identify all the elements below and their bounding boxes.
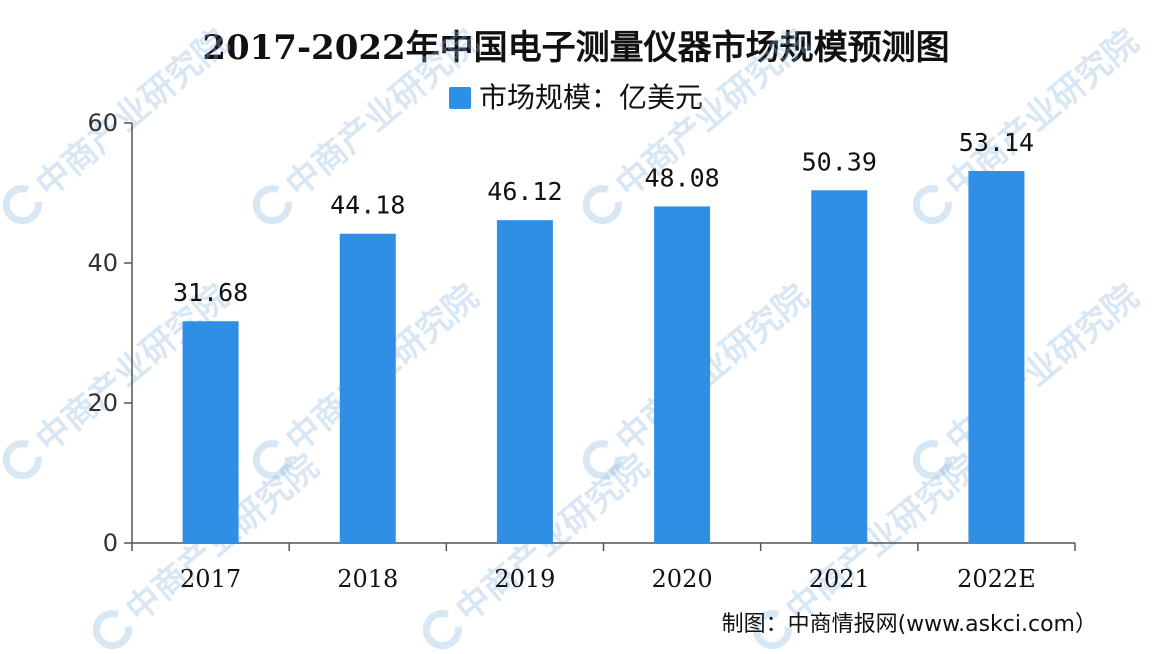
watermark-logo-icon <box>582 185 622 225</box>
data-label: 48.08 <box>644 163 719 192</box>
watermark: 中商产业研究院 <box>2 22 236 225</box>
watermark-text: 中商产业研究院 <box>278 22 486 206</box>
bar <box>496 220 553 543</box>
watermark-logo-icon <box>422 610 462 650</box>
watermark-logo-icon <box>582 440 622 480</box>
data-label: 44.18 <box>330 191 405 220</box>
watermark-logo-icon <box>252 440 292 480</box>
watermark-logo-icon <box>752 610 792 650</box>
bars <box>182 171 1025 544</box>
y-tick-label: 0 <box>103 529 118 557</box>
bar <box>968 171 1025 543</box>
bar <box>339 233 396 544</box>
watermark-logo-icon <box>2 440 42 480</box>
data-label: 50.39 <box>802 147 877 176</box>
x-tick-label: 2021 <box>809 565 870 593</box>
bar <box>811 190 868 543</box>
data-label: 46.12 <box>487 177 562 206</box>
legend-label: 市场规模：亿美元 <box>478 81 703 114</box>
axes: 0 20 40 60 2017 2018 2019 2020 2021 2022E <box>87 109 1076 593</box>
data-label: 53.14 <box>959 128 1034 157</box>
watermark-logo-icon <box>2 185 42 225</box>
x-tick-label: 2018 <box>337 565 398 593</box>
data-labels: 31.68 44.18 46.12 48.08 50.39 53.14 <box>173 128 1034 307</box>
watermark-logo-icon <box>912 440 952 480</box>
watermark-logo-icon <box>92 610 132 650</box>
x-tick-label: 2017 <box>180 565 241 593</box>
watermark: 中商产业研究院 <box>912 277 1146 480</box>
x-tick-label: 2020 <box>652 565 713 593</box>
x-tick-label: 2022E <box>957 565 1036 593</box>
watermark: 中商产业研究院 <box>582 22 816 225</box>
legend-swatch <box>448 87 471 109</box>
chart-legend: 市场规模：亿美元 <box>0 76 1152 116</box>
watermark-logo-icon <box>912 185 952 225</box>
watermark: 中商产业研究院 <box>912 22 1146 225</box>
x-tick-label: 2019 <box>494 565 555 593</box>
watermark-text: 中商产业研究院 <box>608 277 816 461</box>
bar <box>182 321 239 543</box>
y-tick-label: 20 <box>87 389 118 417</box>
y-tick-label: 40 <box>87 249 118 277</box>
y-tick-label: 60 <box>87 109 118 137</box>
source-note: 制图：中商情报网(www.askci.com） <box>721 612 1097 637</box>
watermark-logo-icon <box>252 185 292 225</box>
chart-title: 2017-2022年中国电子测量仪器市场规模预测图 <box>202 28 950 68</box>
watermark-text: 中商产业研究院 <box>778 447 986 631</box>
bar <box>654 206 711 543</box>
data-label: 31.68 <box>173 278 248 307</box>
